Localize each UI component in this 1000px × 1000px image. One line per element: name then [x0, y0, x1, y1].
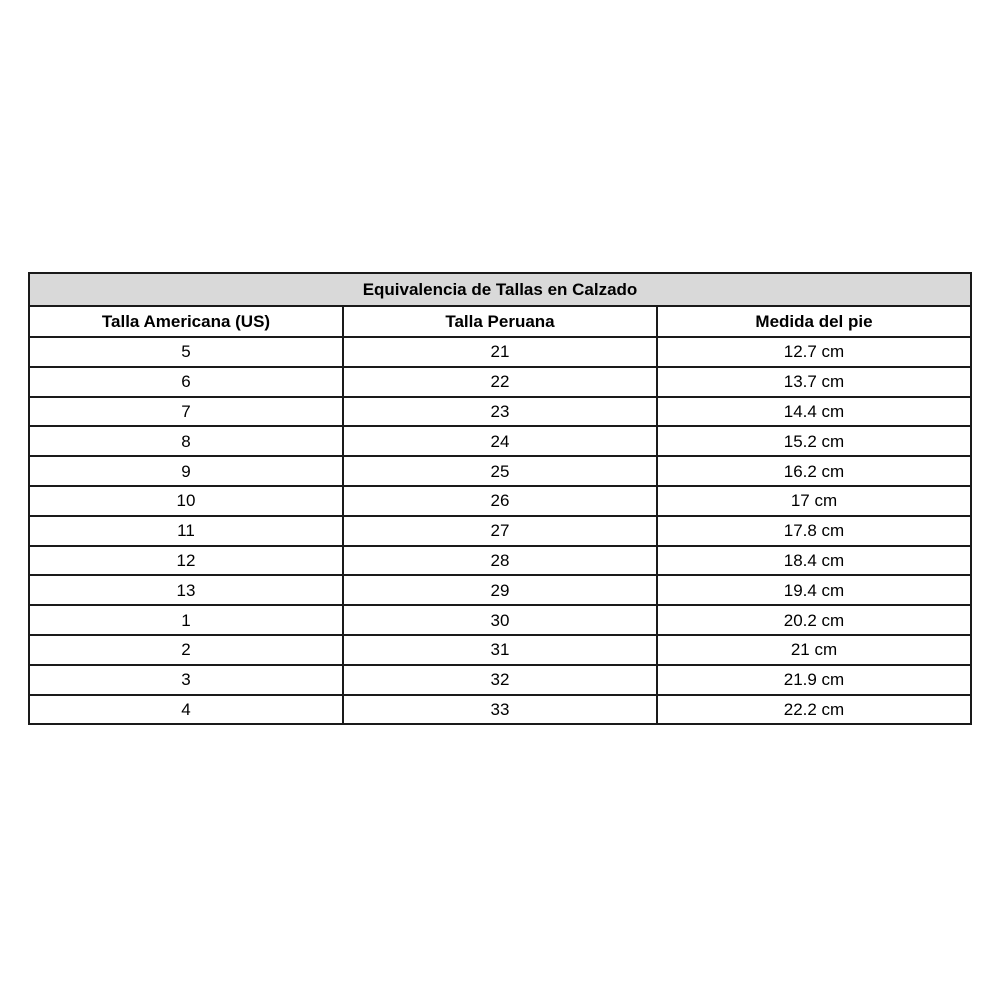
table-cell: 20.2 cm: [656, 604, 972, 636]
table-cell: 14.4 cm: [656, 395, 972, 428]
table-cell: 17 cm: [656, 484, 972, 517]
table-cell: 26: [342, 484, 658, 517]
table-cell: 31: [342, 633, 658, 666]
table-cell: 21: [342, 336, 658, 368]
table-head: Equivalencia de Tallas en Calzado Talla …: [28, 272, 972, 338]
table-row: 9 25 16.2 cm: [28, 455, 972, 487]
table-row: 3 32 21.9 cm: [28, 663, 972, 696]
table-cell: 25: [342, 455, 658, 487]
shoe-size-equivalence-table: Equivalencia de Tallas en Calzado Talla …: [28, 272, 972, 726]
table-cell: 7: [28, 395, 344, 428]
table-cell: 2: [28, 633, 344, 666]
column-header-1: Talla Peruana: [342, 305, 658, 338]
table-cell: 19.4 cm: [656, 574, 972, 607]
table-cell: 9: [28, 455, 344, 487]
table-cell: 29: [342, 574, 658, 607]
table-cell: 18.4 cm: [656, 544, 972, 577]
table-cell: 22.2 cm: [656, 693, 972, 726]
table-cell: 4: [28, 693, 344, 726]
table-cell: 3: [28, 663, 344, 696]
table-cell: 21.9 cm: [656, 663, 972, 696]
table-row: 1 30 20.2 cm: [28, 604, 972, 636]
shoe-size-table-container: Equivalencia de Tallas en Calzado Talla …: [28, 272, 972, 726]
table-cell: 30: [342, 604, 658, 636]
table-cell: 8: [28, 425, 344, 458]
table-cell: 13.7 cm: [656, 365, 972, 398]
table-cell: 24: [342, 425, 658, 458]
table-row: 7 23 14.4 cm: [28, 395, 972, 428]
table-cell: 21 cm: [656, 633, 972, 666]
table-title: Equivalencia de Tallas en Calzado: [28, 272, 972, 307]
table-row: 2 31 21 cm: [28, 633, 972, 666]
table-row: 12 28 18.4 cm: [28, 544, 972, 577]
table-cell: 15.2 cm: [656, 425, 972, 458]
table-cell: 22: [342, 365, 658, 398]
table-cell: 10: [28, 484, 344, 517]
table-row: 6 22 13.7 cm: [28, 365, 972, 398]
table-row: 10 26 17 cm: [28, 484, 972, 517]
table-cell: 17.8 cm: [656, 514, 972, 547]
table-cell: 27: [342, 514, 658, 547]
table-row: 5 21 12.7 cm: [28, 336, 972, 368]
column-header-0: Talla Americana (US): [28, 305, 344, 338]
table-cell: 6: [28, 365, 344, 398]
table-cell: 5: [28, 336, 344, 368]
table-cell: 32: [342, 663, 658, 696]
table-row: 4 33 22.2 cm: [28, 693, 972, 726]
table-cell: 28: [342, 544, 658, 577]
table-row: 11 27 17.8 cm: [28, 514, 972, 547]
table-cell: 11: [28, 514, 344, 547]
table-cell: 33: [342, 693, 658, 726]
table-cell: 12: [28, 544, 344, 577]
table-header-row: Talla Americana (US) Talla Peruana Medida …: [28, 305, 972, 338]
table-row: 8 24 15.2 cm: [28, 425, 972, 458]
table-title-row: Equivalencia de Tallas en Calzado: [28, 272, 972, 307]
table-cell: 12.7 cm: [656, 336, 972, 368]
table-row: 13 29 19.4 cm: [28, 574, 972, 607]
table-cell: 23: [342, 395, 658, 428]
table-cell: 1: [28, 604, 344, 636]
table-body: 5 21 12.7 cm 6 22 13.7 cm 7 23 14.4 cm 8 24 15.2 cm…: [28, 336, 972, 726]
table-cell: 16.2 cm: [656, 455, 972, 487]
column-header-2: Medida del pie: [656, 305, 972, 338]
table-cell: 13: [28, 574, 344, 607]
